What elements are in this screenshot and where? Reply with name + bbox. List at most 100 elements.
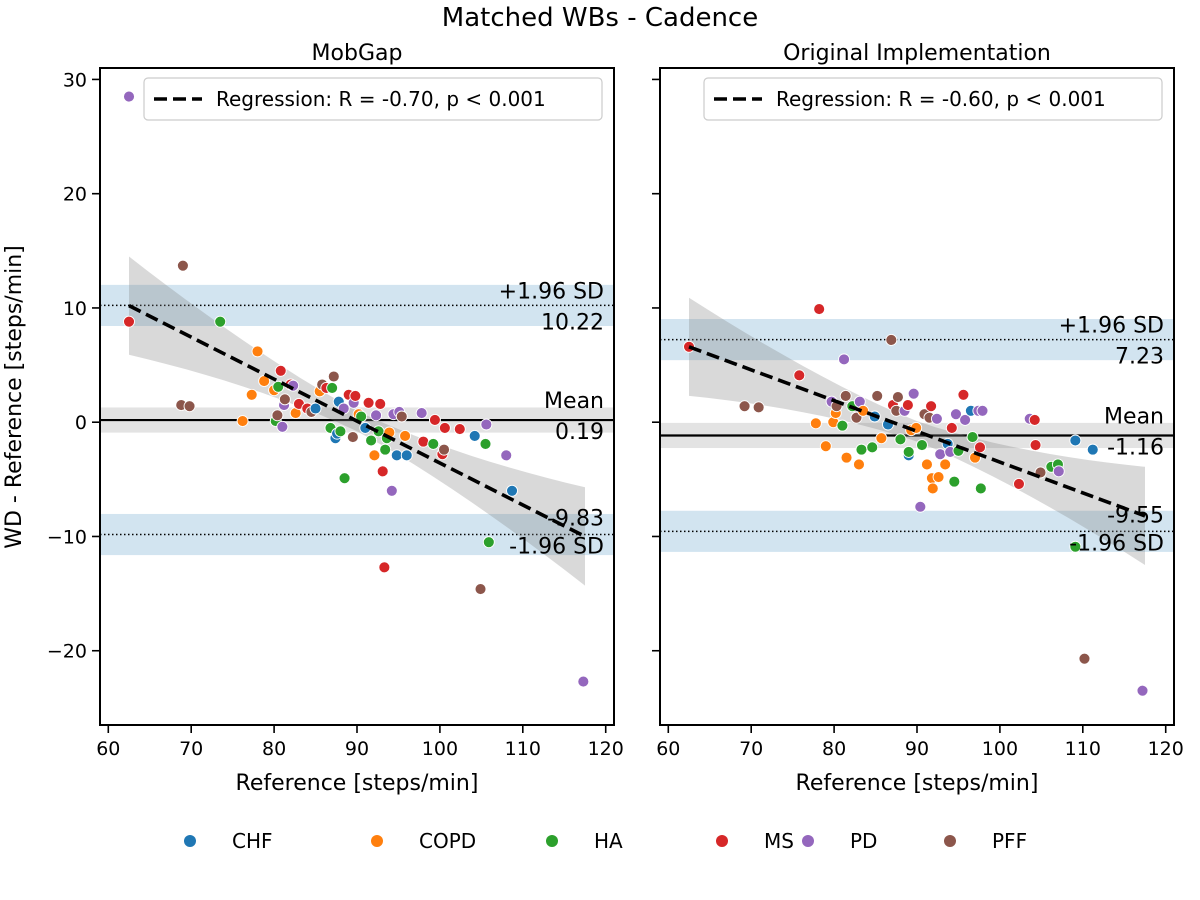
data-point-ms bbox=[901, 399, 914, 412]
data-point-pff bbox=[176, 259, 189, 272]
legend-item-pff: PFF bbox=[944, 829, 1027, 853]
legend-marker bbox=[944, 835, 956, 847]
data-point-ha bbox=[334, 425, 347, 438]
lower-loa-label: -1.96 SD bbox=[1069, 531, 1164, 556]
data-point-chf bbox=[1086, 443, 1099, 456]
x-tick-label: 90 bbox=[905, 738, 929, 760]
data-point-copd bbox=[840, 451, 853, 464]
panel-title: MobGap bbox=[312, 41, 403, 66]
data-point-pd bbox=[123, 90, 135, 103]
data-point-copd bbox=[245, 388, 258, 401]
y-tick-label: 0 bbox=[75, 412, 87, 434]
mean-label: Mean bbox=[544, 389, 604, 414]
data-point-pd bbox=[1052, 465, 1065, 478]
data-point-copd bbox=[875, 432, 888, 445]
legend-item-ms: MS bbox=[716, 829, 794, 853]
data-point-pff bbox=[891, 391, 904, 404]
data-point-ha bbox=[479, 437, 492, 450]
data-point-pd bbox=[577, 675, 590, 688]
x-tick-label: 100 bbox=[982, 738, 1018, 760]
data-point-copd bbox=[236, 415, 249, 428]
data-point-copd bbox=[809, 417, 822, 430]
data-point-ms bbox=[813, 303, 826, 316]
data-point-pff bbox=[474, 583, 487, 595]
data-point-ha bbox=[272, 380, 285, 393]
data-point-pff bbox=[278, 393, 291, 406]
data-point-ms bbox=[438, 421, 451, 434]
y-tick-label: 10 bbox=[63, 298, 87, 320]
plot-area bbox=[100, 90, 614, 688]
data-point-ms bbox=[793, 369, 806, 382]
x-tick-label: 110 bbox=[1065, 738, 1101, 760]
data-point-ms bbox=[428, 413, 441, 426]
legend-label: PFF bbox=[992, 829, 1027, 853]
x-tick-label: 80 bbox=[262, 738, 286, 760]
data-point-ms bbox=[349, 389, 362, 402]
legend-label: MS bbox=[764, 829, 794, 853]
data-point-ms bbox=[1029, 439, 1042, 452]
data-point-ha bbox=[855, 443, 868, 456]
data-point-pff bbox=[327, 370, 340, 383]
data-point-copd bbox=[926, 482, 939, 495]
data-point-ms bbox=[957, 388, 970, 401]
data-point-ha bbox=[966, 431, 979, 444]
data-point-ms bbox=[362, 396, 375, 409]
data-point-pff bbox=[1078, 652, 1091, 665]
upper-loa-label: +1.96 SD bbox=[499, 279, 604, 304]
data-point-pd bbox=[480, 418, 493, 431]
data-point-copd bbox=[819, 440, 832, 453]
data-point-pff bbox=[271, 409, 284, 422]
legend-item-pd: PD bbox=[802, 829, 877, 853]
x-tick-label: 120 bbox=[588, 738, 624, 760]
data-point-ha bbox=[948, 475, 961, 488]
x-tick-label: 110 bbox=[505, 738, 541, 760]
data-point-ms bbox=[417, 435, 430, 448]
data-point-ms bbox=[378, 561, 391, 574]
legend-item-copd: COPD bbox=[371, 829, 476, 853]
panel-title: Original Implementation bbox=[783, 41, 1051, 66]
legend-label: HA bbox=[594, 829, 623, 853]
data-point-chf bbox=[506, 484, 518, 497]
legend-marker bbox=[546, 835, 558, 847]
group-legend: CHF COPD HA MS PD PFF bbox=[184, 829, 1027, 853]
mean-value: 0.19 bbox=[555, 420, 604, 445]
data-point-ha bbox=[365, 434, 378, 447]
data-point-copd bbox=[939, 458, 952, 471]
data-point-ha bbox=[338, 472, 351, 485]
data-point-ms bbox=[374, 397, 387, 410]
data-point-ha bbox=[379, 443, 392, 456]
data-point-ms bbox=[1028, 413, 1041, 426]
lower-loa-value: -9.83 bbox=[547, 507, 604, 532]
data-point-pd bbox=[930, 412, 943, 425]
data-point-ms bbox=[945, 421, 958, 434]
data-point-ms bbox=[123, 315, 135, 328]
regression-line bbox=[688, 345, 1146, 518]
data-point-pd bbox=[500, 449, 513, 462]
data-point-copd bbox=[920, 458, 933, 471]
data-point-ha bbox=[214, 315, 227, 328]
regression-legend-box bbox=[703, 77, 1163, 121]
y-tick-label: −20 bbox=[47, 641, 87, 663]
data-point-pd bbox=[385, 484, 398, 497]
data-point-ha bbox=[866, 441, 879, 454]
plot-area bbox=[660, 297, 1174, 697]
data-point-ha bbox=[427, 437, 440, 450]
legend-marker bbox=[802, 835, 814, 847]
y-axis-label: WD - Reference [steps/min] bbox=[2, 245, 27, 549]
x-axis-label: Reference [steps/min] bbox=[236, 771, 479, 796]
data-point-chf bbox=[309, 402, 322, 415]
data-point-ha bbox=[894, 433, 907, 446]
upper-loa-label: +1.96 SD bbox=[1059, 314, 1164, 339]
data-point-chf bbox=[468, 429, 481, 442]
data-point-ha bbox=[974, 482, 987, 495]
data-point-pd bbox=[934, 448, 947, 461]
x-tick-label: 90 bbox=[345, 738, 369, 760]
x-tick-label: 60 bbox=[96, 738, 120, 760]
legend-label: CHF bbox=[232, 829, 273, 853]
regression-legend-box bbox=[143, 77, 603, 121]
mean-label: Mean bbox=[1104, 404, 1164, 429]
data-point-pff bbox=[183, 400, 196, 413]
data-point-ha bbox=[326, 381, 339, 394]
data-point-pd bbox=[838, 353, 850, 366]
data-point-copd bbox=[368, 449, 381, 462]
